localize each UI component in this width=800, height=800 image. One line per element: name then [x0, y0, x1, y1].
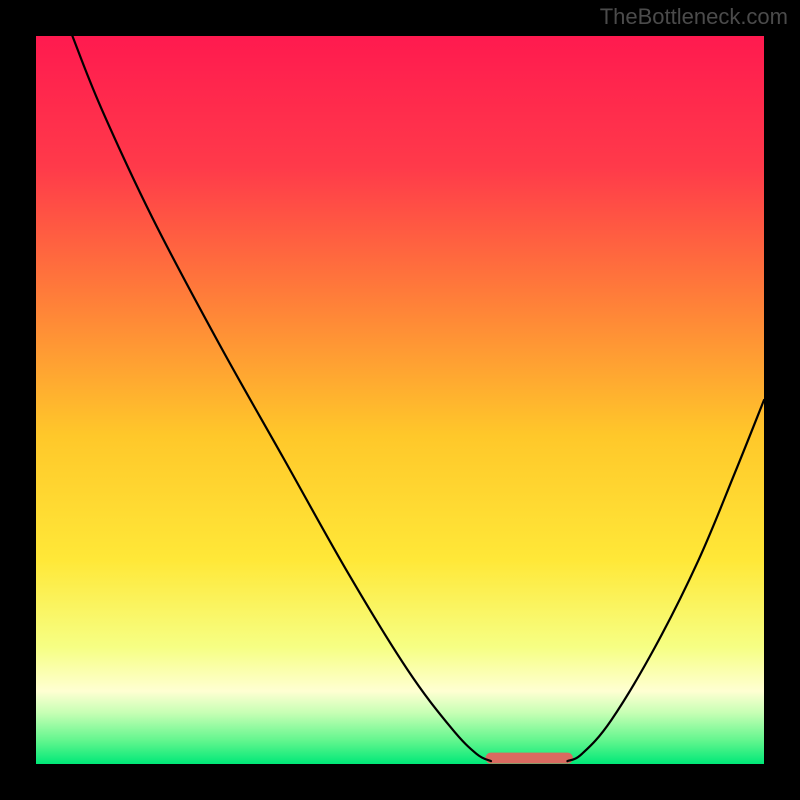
- bottleneck-chart: TheBottleneck.com: [0, 0, 800, 800]
- watermark-text: TheBottleneck.com: [600, 4, 788, 30]
- chart-plot-area: [36, 36, 764, 764]
- chart-svg: [0, 0, 800, 800]
